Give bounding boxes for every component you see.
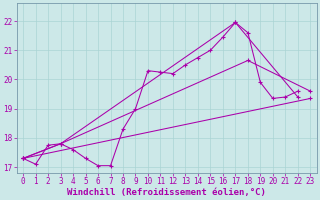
X-axis label: Windchill (Refroidissement éolien,°C): Windchill (Refroidissement éolien,°C) bbox=[67, 188, 266, 197]
